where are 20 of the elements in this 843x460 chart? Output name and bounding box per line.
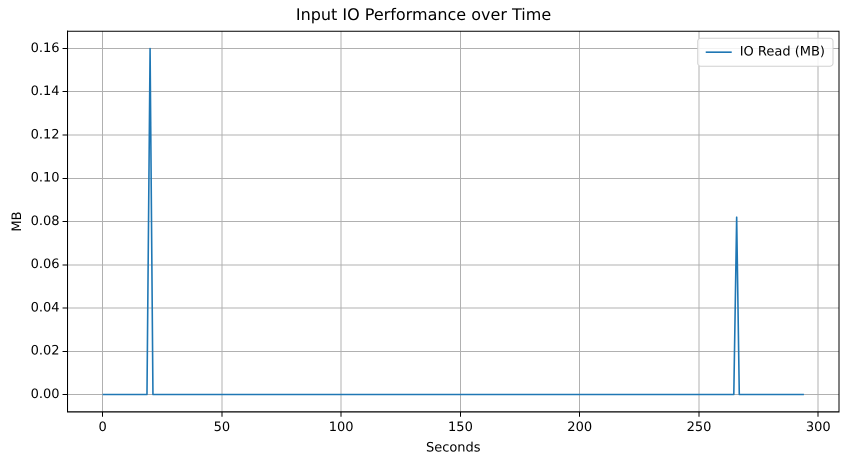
x-tick-label: 200 [567, 420, 592, 435]
x-tick-label: 0 [98, 420, 107, 435]
x-tick-label: 150 [448, 420, 473, 435]
x-tick-label: 300 [806, 420, 831, 435]
x-tick-label: 100 [328, 420, 354, 435]
y-tick-label: 0.06 [30, 257, 60, 272]
y-tick-label: 0.12 [30, 127, 60, 142]
x-tick-label: 250 [686, 420, 712, 435]
x-tick-label: 50 [214, 420, 230, 435]
y-tick-label: 0.04 [30, 300, 60, 316]
legend-label: IO Read (MB) [740, 44, 826, 60]
y-tick-label: 0.10 [30, 170, 60, 186]
y-tick-label: 0.14 [30, 84, 60, 100]
x-axis-title: Seconds [426, 440, 481, 456]
y-tick-label: 0.16 [30, 40, 60, 56]
chart-title: Input IO Performance over Time [296, 4, 552, 24]
y-axis-title: MB [10, 211, 26, 232]
y-tick-label: 0.00 [30, 386, 60, 402]
y-tick-label: 0.02 [30, 344, 60, 359]
y-tick-label: 0.08 [30, 214, 60, 229]
